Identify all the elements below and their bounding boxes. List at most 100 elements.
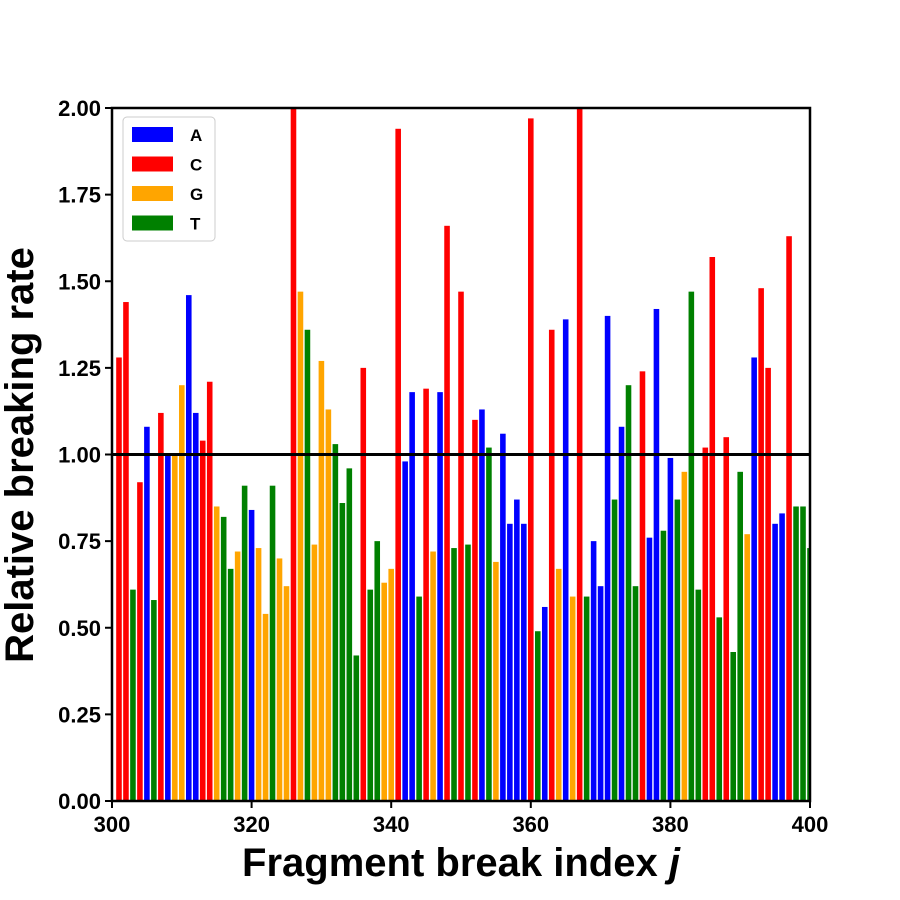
bar-t xyxy=(346,468,353,801)
bar-g xyxy=(297,291,304,801)
bar-a xyxy=(185,295,192,801)
bar-c xyxy=(765,367,771,802)
bar-a xyxy=(507,523,513,801)
bar-c xyxy=(758,288,764,801)
bar-a xyxy=(597,586,604,801)
bar-g xyxy=(318,360,325,801)
bar-g xyxy=(213,506,220,801)
bar-c xyxy=(472,419,478,801)
y-tick-label: 1.00 xyxy=(58,443,101,468)
bar-a xyxy=(751,357,757,801)
bar-a xyxy=(192,412,199,801)
bar-a xyxy=(779,513,785,801)
legend-swatch-a xyxy=(132,127,173,142)
y-tick-label: 0.00 xyxy=(58,789,101,814)
bar-c xyxy=(116,357,122,801)
bar-c xyxy=(360,367,367,802)
bar-a xyxy=(646,537,653,801)
bar-t xyxy=(416,596,422,801)
y-tick-label: 1.75 xyxy=(58,183,101,208)
bar-t xyxy=(151,600,157,801)
bar-t xyxy=(800,506,806,801)
bar-a xyxy=(562,319,569,801)
x-tick-label: 320 xyxy=(233,812,270,837)
bar-t xyxy=(807,548,810,801)
x-axis-label-text: Fragment break index xyxy=(242,841,669,885)
bar-c xyxy=(206,381,213,801)
bar-c xyxy=(639,371,646,801)
bar-t xyxy=(367,589,374,801)
bar-a xyxy=(500,433,506,801)
bar-a xyxy=(402,461,408,801)
bar-t xyxy=(304,329,311,801)
bar-t xyxy=(611,499,618,801)
legend-label-a: A xyxy=(190,126,202,145)
bar-g xyxy=(555,568,562,801)
legend-label-g: G xyxy=(190,185,203,204)
bar-t xyxy=(660,530,667,801)
y-axis-label: Relative breaking rate xyxy=(0,247,42,663)
y-tick-label: 0.75 xyxy=(58,529,101,554)
legend-swatch-g xyxy=(132,186,173,201)
bar-g xyxy=(430,551,436,801)
x-axis: 300 320 340 360 380 400 xyxy=(94,801,829,837)
legend-swatch-t xyxy=(132,215,173,231)
bar-c xyxy=(458,291,464,801)
bar-g xyxy=(179,385,185,801)
x-tick-label: 400 xyxy=(792,812,829,837)
y-tick-label: 1.25 xyxy=(58,356,101,381)
bar-g xyxy=(311,544,318,801)
bar-t xyxy=(353,655,360,801)
bar-c xyxy=(786,236,792,801)
bar-a xyxy=(409,392,415,801)
bar-c xyxy=(423,388,429,801)
bar-c xyxy=(395,128,401,802)
bar-c xyxy=(158,412,164,801)
legend-swatch-c xyxy=(132,156,173,172)
bar-t xyxy=(241,485,248,801)
bar-g xyxy=(255,548,262,801)
y-tick-label: 0.25 xyxy=(58,702,101,727)
bar-t xyxy=(695,589,702,801)
legend-label-c: C xyxy=(190,156,202,175)
bar-g xyxy=(744,534,750,801)
bar-g xyxy=(681,471,688,801)
bar-a xyxy=(618,426,625,801)
bar-t xyxy=(716,617,723,801)
bar-t xyxy=(374,541,381,802)
bar-a xyxy=(653,308,660,801)
bar-t xyxy=(339,503,346,801)
x-axis-label-variable: j xyxy=(664,841,681,885)
legend-box xyxy=(122,116,216,242)
bar-a xyxy=(590,541,597,802)
bar-t xyxy=(269,485,276,801)
bar-t xyxy=(534,631,541,801)
bar-series xyxy=(116,108,810,802)
bar-a xyxy=(479,409,485,801)
x-tick-label: 300 xyxy=(94,812,131,837)
bar-t xyxy=(632,586,639,801)
bar-g xyxy=(381,582,388,801)
bar-a xyxy=(144,426,150,801)
bar-g xyxy=(569,596,576,801)
bar-c xyxy=(702,447,709,801)
bar-t xyxy=(332,444,339,801)
bar-g xyxy=(325,409,332,801)
bar-a xyxy=(604,315,611,801)
bar-a xyxy=(521,523,527,801)
bar-g xyxy=(283,586,290,801)
bar-c xyxy=(528,118,534,801)
bar-a xyxy=(165,454,171,801)
bar-t xyxy=(674,499,681,801)
bar-a xyxy=(437,392,443,801)
bar-g xyxy=(388,568,394,801)
y-axis: 0.00 0.25 0.50 0.75 1.00 1.25 1.50 1.75 2.00 xyxy=(58,96,112,814)
bar-c xyxy=(548,329,555,801)
bar-c xyxy=(123,302,129,801)
y-tick-label: 0.50 xyxy=(58,616,101,641)
bar-c xyxy=(199,440,206,801)
bar-t xyxy=(227,568,234,801)
bar-a xyxy=(541,606,548,801)
x-tick-label: 360 xyxy=(512,812,549,837)
